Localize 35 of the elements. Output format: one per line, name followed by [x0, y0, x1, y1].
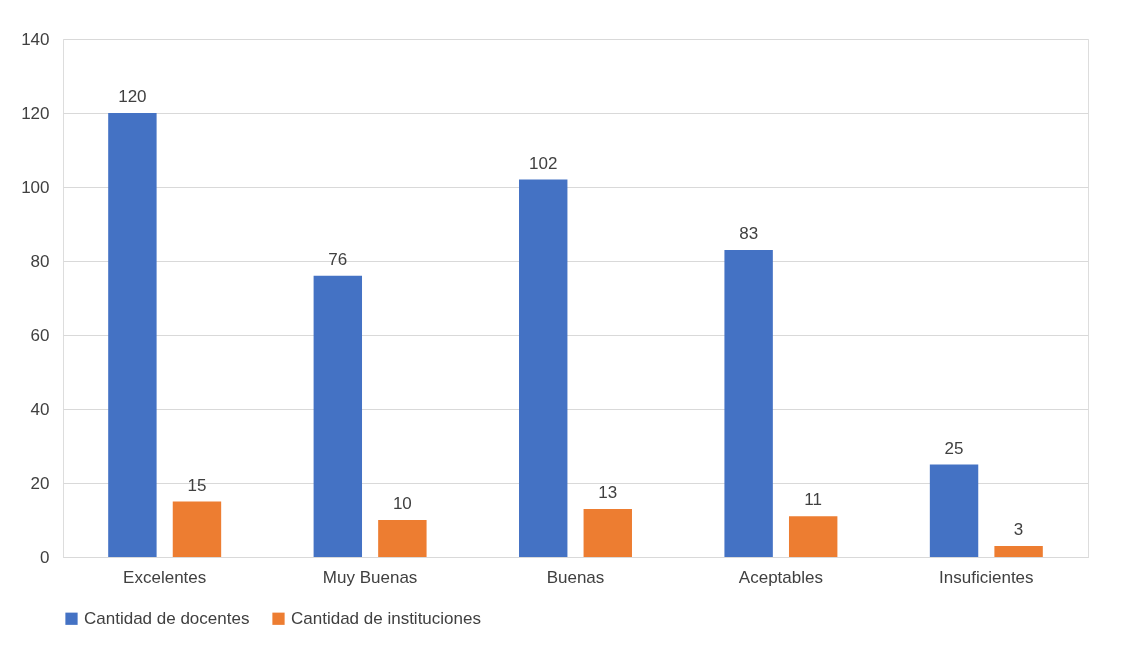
y-tick-label: 140 — [21, 29, 50, 49]
data-label: 83 — [739, 223, 759, 243]
bar — [929, 464, 979, 557]
data-label: 120 — [118, 87, 147, 106]
x-tick-label: Excelentes — [123, 567, 207, 587]
data-label: 3 — [1013, 519, 1024, 539]
data-label: 25 — [944, 438, 964, 458]
data-label: 13 — [598, 482, 618, 502]
x-tick-label: Insuficientes — [939, 567, 1034, 587]
data-label: 76 — [328, 249, 348, 269]
y-tick-label: 80 — [30, 251, 50, 271]
x-tick-label: Buenas — [546, 567, 605, 587]
bar — [519, 179, 568, 557]
x-tick-label: Muy Buenas — [322, 567, 418, 587]
bar — [994, 545, 1043, 557]
data-label: 11 — [804, 490, 823, 510]
bar — [724, 249, 773, 557]
bar — [788, 516, 838, 557]
y-tick-label: 20 — [30, 473, 50, 493]
legend-label: Cantidad de instituciones — [291, 608, 481, 628]
y-tick-label: 120 — [21, 103, 50, 123]
bar — [378, 520, 427, 557]
bar — [583, 508, 632, 557]
bar — [108, 113, 157, 557]
y-tick-label: 100 — [21, 177, 50, 197]
y-tick-label: 0 — [40, 547, 50, 567]
bar — [172, 501, 222, 557]
data-label: 10 — [392, 494, 412, 513]
x-tick-label: Aceptables — [738, 567, 823, 587]
y-tick-label: 40 — [30, 399, 50, 419]
data-label: 15 — [187, 475, 207, 495]
y-tick-label: 60 — [30, 325, 50, 345]
legend-label: Cantidad de docentes — [84, 608, 250, 628]
data-label: 102 — [529, 153, 558, 173]
bar — [313, 275, 363, 557]
